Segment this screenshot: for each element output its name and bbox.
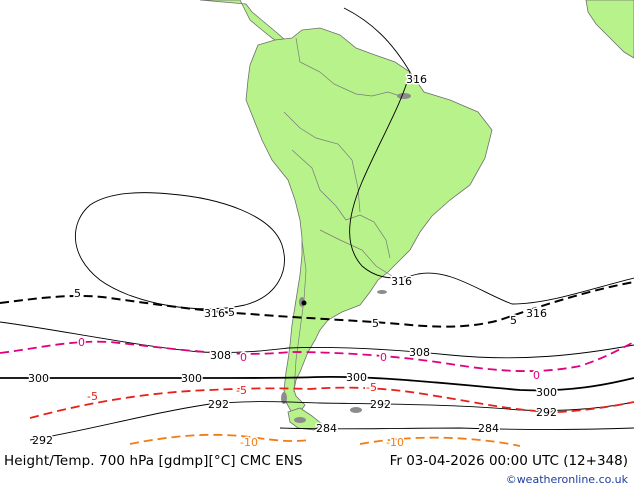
temp-label: 0 — [78, 336, 85, 349]
valid-time: Fr 03-04-2026 00:00 UTC (12+348) — [389, 453, 628, 469]
height-label: 284 — [478, 422, 499, 435]
height-labels: 316 316 316 316 308 308 300 300 300 300 … — [27, 72, 559, 449]
height-label: 300 — [28, 372, 49, 385]
height-label: 316 — [391, 275, 412, 288]
temp-label: -10 — [240, 436, 258, 449]
island-marker — [397, 93, 411, 99]
chart-title: Height/Temp. 700 hPa [gdmp][°C] CMC ENS — [4, 453, 303, 469]
temp-label: -5 — [366, 381, 377, 394]
island-marker — [281, 392, 287, 404]
temp-contour-minus5 — [29, 386, 634, 419]
temp-label: 5 — [510, 314, 517, 327]
island-marker — [377, 290, 387, 294]
height-contour-284 — [279, 427, 634, 430]
temp-contour-plus5 — [0, 281, 634, 328]
height-label: 284 — [316, 422, 337, 435]
temp-label: -10 — [386, 436, 404, 449]
height-label: 292 — [536, 406, 557, 419]
footer-bar — [0, 452, 634, 490]
height-label: 300 — [346, 371, 367, 384]
height-label: 308 — [409, 346, 430, 359]
height-label: 300 — [181, 372, 202, 385]
height-contour-308 — [0, 321, 634, 359]
island-marker — [350, 407, 362, 413]
border-line — [345, 214, 391, 259]
height-contour-316-east — [343, 7, 634, 305]
temp-contour-minus10 — [129, 433, 311, 445]
border-line — [295, 37, 401, 97]
temp-contour-minus10 — [359, 436, 521, 447]
credit-link[interactable]: ©weatheronline.co.uk — [505, 473, 628, 486]
temp-label: 0 — [533, 369, 540, 382]
temp-label: 5 — [74, 287, 81, 300]
height-contour-316-loop — [75, 192, 285, 310]
height-label: 292 — [370, 398, 391, 411]
border-line — [319, 229, 393, 277]
height-label: 316 — [406, 73, 427, 86]
height-label: 308 — [210, 349, 231, 362]
border-line — [291, 149, 347, 221]
island-marker — [294, 417, 306, 423]
land-masses — [199, 0, 634, 431]
temp-contour-zero — [0, 340, 634, 372]
height-label: 300 — [536, 386, 557, 399]
temperature-labels: 5 5 5 5 0 0 0 0 -5 -5 -5 -10 -10 — [73, 286, 542, 451]
height-label: 316 — [526, 307, 547, 320]
height-contour-292 — [29, 401, 634, 441]
height-label: 316 — [204, 307, 225, 320]
country-borders — [283, 37, 401, 393]
border-line — [283, 111, 361, 213]
temp-label: -5 — [87, 390, 98, 403]
border-line — [293, 239, 307, 393]
temp-label: 5 — [228, 306, 235, 319]
height-label: 292 — [208, 398, 229, 411]
south-america-landmass — [245, 27, 493, 414]
temp-label: 0 — [240, 351, 247, 364]
africa-landmass — [585, 0, 634, 59]
temperature-contours — [0, 281, 634, 447]
temp-label: 0 — [380, 351, 387, 364]
height-label: 292 — [32, 434, 53, 447]
station-dot — [301, 300, 307, 306]
height-contours — [0, 7, 634, 441]
temp-label: -5 — [236, 384, 247, 397]
height-contour-300 — [0, 376, 634, 392]
temp-label: 5 — [372, 317, 379, 330]
